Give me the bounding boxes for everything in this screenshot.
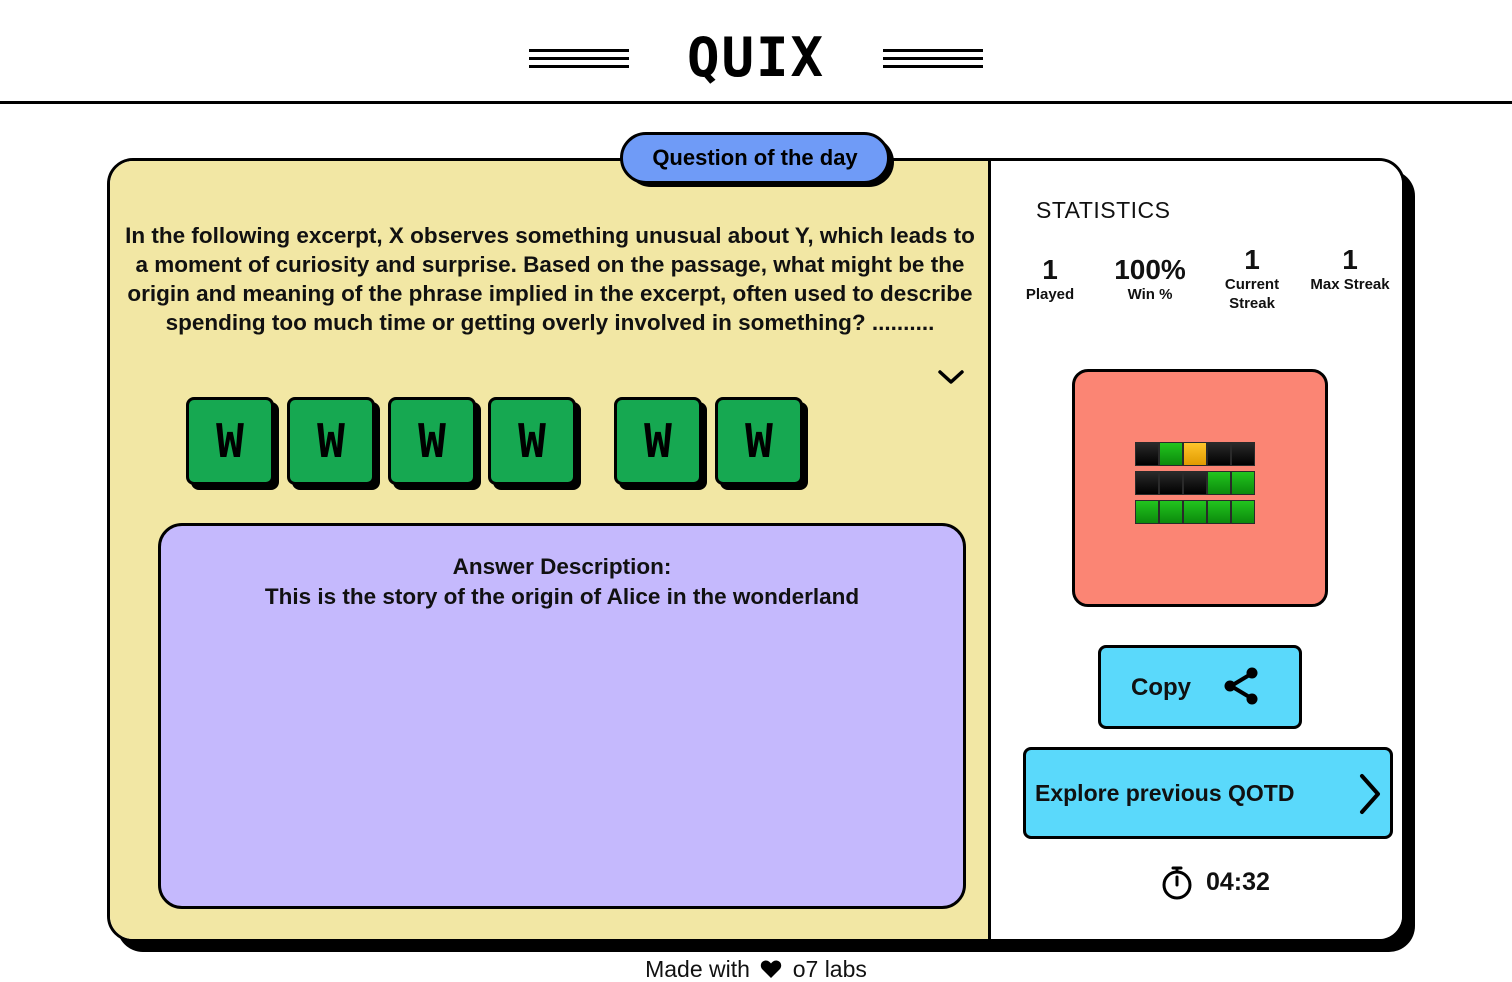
answer-text: This is the story of the origin of Alice… [264,584,860,609]
answer-tile: W [287,397,380,490]
answer-title: Answer Description: [452,554,672,579]
footer-suffix: o7 labs [792,956,867,982]
answer-tile: W [488,397,581,490]
chevron-right-icon [1360,774,1380,814]
result-cell-green [1207,500,1231,524]
tile-letter: W [715,397,803,485]
result-cell-yellow [1183,442,1207,466]
answer-tile: W [715,397,808,490]
stat-label: Played [1025,286,1075,303]
main-card: In the following excerpt, X observes som… [107,158,1405,942]
logo: QUIX [686,26,826,89]
explore-previous-button[interactable]: Explore previous QOTD [1023,747,1393,839]
footer-prefix: Made with [645,956,750,982]
header: QUIX [0,0,1512,104]
result-cell-green [1231,471,1255,495]
result-cell-green [1183,500,1207,524]
stat-max-streak: 1 Max Streak [1300,245,1400,294]
statistics-title: STATISTICS [1036,197,1171,223]
result-cell-black [1231,442,1255,466]
result-cell-green [1207,471,1231,495]
statistics-pane: STATISTICS 1 Played 100% Win % 1 Current… [994,161,1402,939]
countdown-timer: 04:32 [1160,865,1320,901]
result-cell-green [1231,500,1255,524]
stat-current-streak: 1 Current Streak [1212,245,1292,313]
share-icon [1224,667,1258,705]
answer-description-box: Answer Description: This is the story of… [158,523,966,909]
result-cell-black [1207,442,1231,466]
result-cell-black [1159,471,1183,495]
tile-letter: W [488,397,576,485]
tile-letter: W [388,397,476,485]
copy-button-label: Copy [1131,674,1191,701]
stat-played: 1 Played [1012,255,1088,304]
answer-tile: W [186,397,279,490]
chevron-down-icon[interactable] [936,365,966,389]
result-cell-green [1159,442,1183,466]
result-cell-green [1159,500,1183,524]
header-lines-right-icon [883,49,983,73]
tile-letter: W [614,397,702,485]
question-pane: In the following excerpt, X observes som… [110,161,991,939]
result-cell-black [1135,442,1159,466]
result-cell-black [1183,471,1207,495]
question-text: In the following excerpt, X observes som… [125,223,975,335]
stat-label: Current Streak [1224,276,1280,312]
footer: Made with o7 labs [0,956,1512,982]
stat-value: 1 [1042,254,1058,285]
stat-value: 1 [1244,244,1260,275]
stat-win-percent: 100% Win % [1098,255,1202,304]
copy-button[interactable]: Copy [1098,645,1302,729]
tile-letter: W [287,397,375,485]
result-cell-black [1135,471,1159,495]
stat-label: Win % [1127,286,1173,303]
question-of-the-day-badge: Question of the day [620,132,890,184]
stat-value: 1 [1342,244,1358,275]
stat-value: 100% [1114,254,1186,285]
answer-tile: W [388,397,481,490]
tile-letter: W [186,397,274,485]
timer-value: 04:32 [1206,868,1270,896]
stat-label: Max Streak [1310,276,1390,293]
stopwatch-icon [1162,866,1192,900]
heart-icon [761,960,782,978]
answer-tile: W [614,397,707,490]
result-share-card [1072,369,1328,607]
result-cell-green [1135,500,1159,524]
explore-button-label: Explore previous QOTD [1035,780,1295,806]
header-lines-left-icon [529,49,629,73]
